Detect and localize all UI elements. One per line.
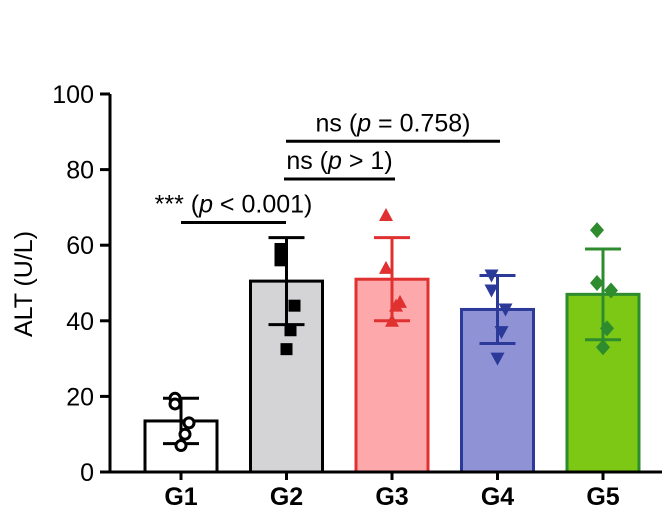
- x-tick-label-G4: G4: [481, 483, 514, 511]
- point-G4-3: [498, 303, 513, 317]
- point-G4-1: [484, 269, 499, 283]
- point-G3-5: [385, 313, 399, 327]
- data-points: [168, 207, 618, 453]
- point-G2-1: [274, 242, 287, 255]
- point-G3-1: [379, 207, 393, 221]
- point-G1-5: [174, 439, 188, 453]
- point-G1-3: [182, 416, 196, 430]
- point-G1-4: [178, 427, 192, 441]
- y-tick-label-0: 0: [80, 459, 94, 487]
- x-tick-label-G2: G2: [270, 483, 303, 511]
- point-G2-5: [280, 343, 293, 356]
- point-G2-2: [274, 254, 287, 267]
- point-G4-5: [490, 352, 505, 366]
- y-tick-label-80: 80: [66, 157, 94, 185]
- point-G2-4: [284, 324, 297, 337]
- sig-label-G1-G2: *** (p < 0.001): [155, 191, 313, 219]
- x-ticks: G1 G2 G3 G4 G5: [164, 472, 620, 511]
- sig-label-G2-G4: ns (p = 0.758): [316, 109, 471, 137]
- significance-annotations: *** (p < 0.001) ns (p > 1) ns (p = 0.758): [155, 109, 500, 225]
- y-tick-label-40: 40: [66, 308, 94, 336]
- x-tick-label-G5: G5: [586, 483, 619, 511]
- y-axis-title: ALT (U/L): [10, 231, 38, 337]
- x-axis: G1 G2 G3 G4 G5: [108, 470, 662, 511]
- point-G5-5: [596, 339, 610, 356]
- point-G1-2: [168, 397, 182, 411]
- point-G3-4: [389, 298, 403, 312]
- x-tick-label-G3: G3: [375, 483, 408, 511]
- point-G5-4: [600, 320, 614, 337]
- point-G3-2: [379, 260, 393, 274]
- y-axis: 0 20 40 60 80 100 ALT (U/L): [10, 81, 112, 487]
- point-G2-3: [288, 299, 301, 312]
- y-tick-label-60: 60: [66, 232, 94, 260]
- point-G4-4: [494, 326, 509, 340]
- point-G5-2: [590, 275, 604, 291]
- point-G5-1: [590, 222, 604, 239]
- point-G4-2: [484, 284, 499, 298]
- sig-label-G2-G3: ns (p > 1): [286, 147, 392, 175]
- y-tick-label-20: 20: [66, 383, 94, 411]
- point-G5-3: [604, 282, 618, 299]
- y-ticks: 0 20 40 60 80 100: [52, 81, 110, 487]
- y-tick-label-100: 100: [52, 81, 94, 109]
- x-tick-label-G1: G1: [164, 483, 197, 511]
